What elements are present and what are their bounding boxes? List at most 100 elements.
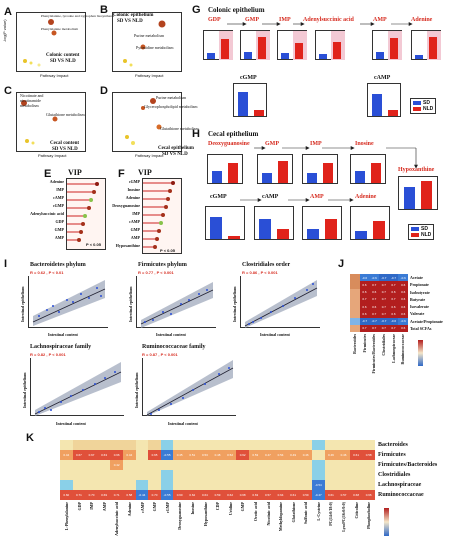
k-colorbar: [384, 508, 389, 536]
i-title-4: Lachnospiraceae family: [30, 344, 92, 350]
panel-h-title: Cecal epithelium: [208, 130, 259, 138]
g-label-camp: cAMP: [374, 75, 391, 81]
k-row: Firmicutes/Bacteroides: [378, 462, 438, 468]
g-label-imp: IMP: [279, 17, 291, 23]
i-title-2: Firmicutes phylum: [138, 262, 187, 268]
panel-e-row: Adenylsuccinic acid: [30, 211, 64, 216]
j-row: Acetate: [410, 275, 423, 280]
panel-b-label-3: Purine metabolism: [134, 33, 165, 38]
panel-f-plot: [142, 178, 182, 254]
panel-i-letter: I: [4, 258, 8, 270]
i-plot-3: [240, 276, 320, 328]
panel-d-label-1: Purine metabolism: [156, 95, 187, 100]
i-title-3: Clostridiales order: [242, 262, 291, 268]
panel-e-plot: [66, 178, 106, 250]
i-xlabel-5: Intestinal content: [168, 421, 198, 426]
h-label-amp: AMP: [310, 194, 324, 200]
k-col: L-Cysteine: [315, 502, 321, 521]
k-col: GMP: [152, 502, 158, 512]
i-xlabel-2: Intestinal content: [156, 332, 186, 337]
k-col: Sulfonic acid: [303, 502, 309, 525]
panel-j-letter: J: [338, 258, 345, 270]
h-legend-nld: NLD: [421, 232, 432, 238]
i-stat-5: R = 0.87 , P < 0.001: [142, 352, 178, 357]
j-row: Isovalerate: [410, 304, 429, 309]
k-heatmap: 0.44 0.67 0.67 0.63 0.66 0.44 0.65 -0.55 0.45 0.5…: [60, 440, 375, 500]
j-cols: Bacteroides Firmicutes Firmicutes/Bacter…: [350, 334, 408, 373]
panel-d-label-5: SD VS NLD: [162, 152, 188, 157]
j-row: Isobutyrate: [410, 289, 430, 295]
panel-g-letter: G: [192, 4, 201, 16]
k-col: Hypoxanthine: [202, 502, 208, 527]
panel-k-letter: K: [26, 432, 34, 444]
h-label-gmp: GMP: [265, 141, 279, 147]
i-stat-4: R = 0.82 , P < 0.001: [30, 352, 66, 357]
k-col: GDP: [76, 502, 82, 511]
h-chart-imp: [302, 154, 338, 184]
panel-f-lollipops: [143, 181, 175, 249]
panel-b-xlabel: Pathway Impact: [135, 73, 164, 78]
panel-f-row: cGMP: [128, 179, 140, 184]
panel-f-letter: F: [118, 168, 125, 180]
panel-c-label-4: SD VS NLD: [52, 147, 78, 152]
panel-c-label-3: Cecal content: [50, 141, 80, 146]
k-col: AMP: [101, 502, 107, 512]
h-chart-adenine: [350, 206, 390, 240]
h-label-adenine: Adenine: [355, 194, 377, 200]
panel-c-letter: C: [4, 85, 12, 97]
panel-d-plot: [112, 92, 182, 152]
j-col: Ruminococcaceae: [400, 334, 406, 365]
g-label-gdp: GDP: [208, 17, 221, 23]
panel-e-letter: E: [44, 168, 52, 180]
i-stat-2: R = 0.77 , P < 0.001: [138, 270, 174, 275]
k-row: Ruminococcaceae: [378, 492, 424, 498]
k-col: Adenine: [126, 502, 132, 517]
i-xlabel-4: Intestinal content: [56, 421, 86, 426]
panel-d-label-2: Glycerophospholipid metabolism: [144, 104, 198, 109]
panel-f-row: Hypoxanthine: [115, 243, 140, 248]
j-heatmap: -0.6 -0.6 -0.7 -0.7 -0.6 0.6 0.7 0.7 0.7 0.6 0.6…: [350, 274, 408, 332]
panel-e-row: GDP: [55, 219, 64, 224]
k-col: L-Phenylalanine: [64, 502, 69, 531]
panel-d-letter: D: [100, 85, 108, 97]
j-col: Clostridiales: [381, 334, 387, 356]
k-col: PC(14:0/18:0): [328, 502, 334, 526]
panel-a-ylabel: -log(P value): [2, 19, 7, 42]
k-col: Adenylsuccinic acid: [114, 502, 120, 536]
j-row: Butyrate: [410, 296, 426, 302]
g-label-cgmp: cGMP: [240, 75, 257, 81]
j-row: Valerate: [410, 311, 425, 317]
panel-b-label-4: Pyrimidine metabolism: [136, 45, 174, 50]
k-col: Phosphocholine: [366, 502, 372, 529]
panel-a-letter: A: [4, 6, 12, 18]
panel-f-row: Inosine: [127, 187, 140, 192]
j-row: Acetate/Propionate: [410, 318, 443, 324]
h-label-hypoxanthine: Hypoxanthine: [398, 167, 435, 173]
panel-e-note: P < 0.05: [86, 242, 101, 247]
g-chart-camp: [367, 83, 401, 117]
k-col: Inosine: [189, 502, 195, 515]
g-chart-cgmp: [233, 83, 267, 117]
g-legend-sd: SD: [423, 100, 430, 106]
i-plot-2-fit: [140, 282, 214, 328]
h-chart-cgmp: [205, 206, 245, 240]
panel-f-row: IMP: [132, 211, 140, 216]
panel-e-row: IMP: [56, 187, 64, 192]
g-label-adenine: Adenine: [411, 17, 433, 23]
h-label-cgmp: cGMP: [210, 194, 227, 200]
g-arrows: [227, 22, 413, 26]
panel-b-plot: [112, 12, 182, 72]
panel-a-label-2: Phenylalanine metabolism: [41, 27, 79, 31]
panel-f-row: Deoxyguanosine: [112, 203, 140, 208]
panel-e-row: GMP: [54, 227, 64, 232]
panel-f-row: GMP: [130, 227, 140, 232]
h-chart-gmp: [257, 154, 293, 184]
g-chart-amp: [372, 30, 402, 60]
h-legend: SD NLD: [408, 224, 435, 240]
panel-a-xlabel: Pathway Impact: [40, 73, 69, 78]
panel-a-plot: [16, 12, 86, 72]
i-ylabel-2: Intestinal epithelium: [128, 286, 133, 322]
k-row: Clostridiales: [378, 472, 411, 478]
panel-f-row: cAMP: [129, 219, 140, 224]
h-arrows: [254, 146, 418, 169]
